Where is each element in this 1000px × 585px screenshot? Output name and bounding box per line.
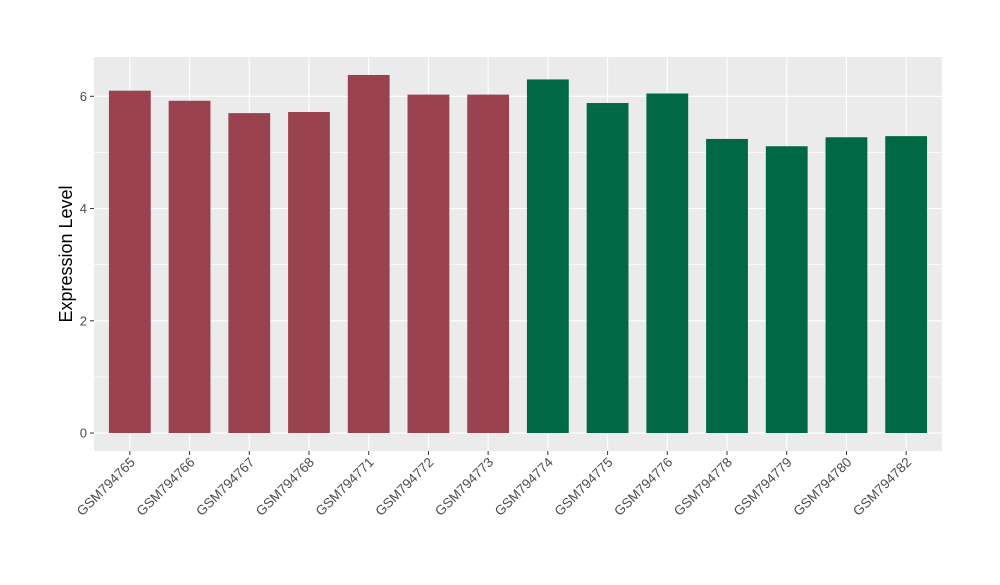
x-tick-label: GSM794775	[551, 455, 615, 519]
x-tick-label: GSM794767	[193, 455, 257, 519]
x-axis: GSM794765GSM794766GSM794767GSM794768GSM7…	[74, 451, 914, 519]
bar-GSM794768	[288, 112, 330, 434]
bar-GSM794767	[228, 113, 271, 434]
y-tick-label: 4	[80, 201, 87, 216]
bar-GSM794776	[646, 93, 689, 434]
bar-GSM794778	[706, 138, 748, 434]
bar-GSM794765	[108, 90, 151, 434]
bar-GSM794773	[467, 94, 510, 434]
x-tick-label: GSM794782	[850, 455, 914, 519]
bar-GSM794780	[825, 137, 868, 434]
y-tick-label: 6	[80, 89, 87, 104]
x-tick-label: GSM794778	[671, 455, 735, 519]
y-axis-label: Expression Level	[56, 185, 76, 322]
x-tick-label: GSM794779	[731, 455, 795, 519]
bar-GSM794779	[765, 146, 808, 434]
x-tick-label: GSM794772	[372, 455, 436, 519]
y-tick-label: 0	[80, 426, 87, 441]
plot-panel	[94, 57, 942, 451]
bars	[108, 74, 928, 434]
bar-GSM794766	[168, 100, 211, 434]
bar-GSM794774	[526, 79, 569, 434]
x-tick-label: GSM794765	[74, 455, 138, 519]
y-axis: 0 2 4 6	[80, 89, 94, 441]
x-tick-label: GSM794766	[133, 455, 197, 519]
x-tick-label: GSM794773	[432, 455, 496, 519]
x-tick-label: GSM794768	[253, 455, 317, 519]
bar-GSM794772	[407, 94, 450, 434]
x-tick-label: GSM794780	[790, 455, 854, 519]
x-tick-label: GSM794776	[611, 455, 675, 519]
bar-GSM794771	[347, 74, 390, 434]
x-tick-label: GSM794774	[492, 454, 557, 519]
x-tick-label: GSM794771	[313, 455, 377, 519]
bar-GSM794775	[586, 103, 629, 434]
bar-GSM794782	[885, 136, 928, 434]
y-tick-label: 2	[80, 313, 87, 328]
